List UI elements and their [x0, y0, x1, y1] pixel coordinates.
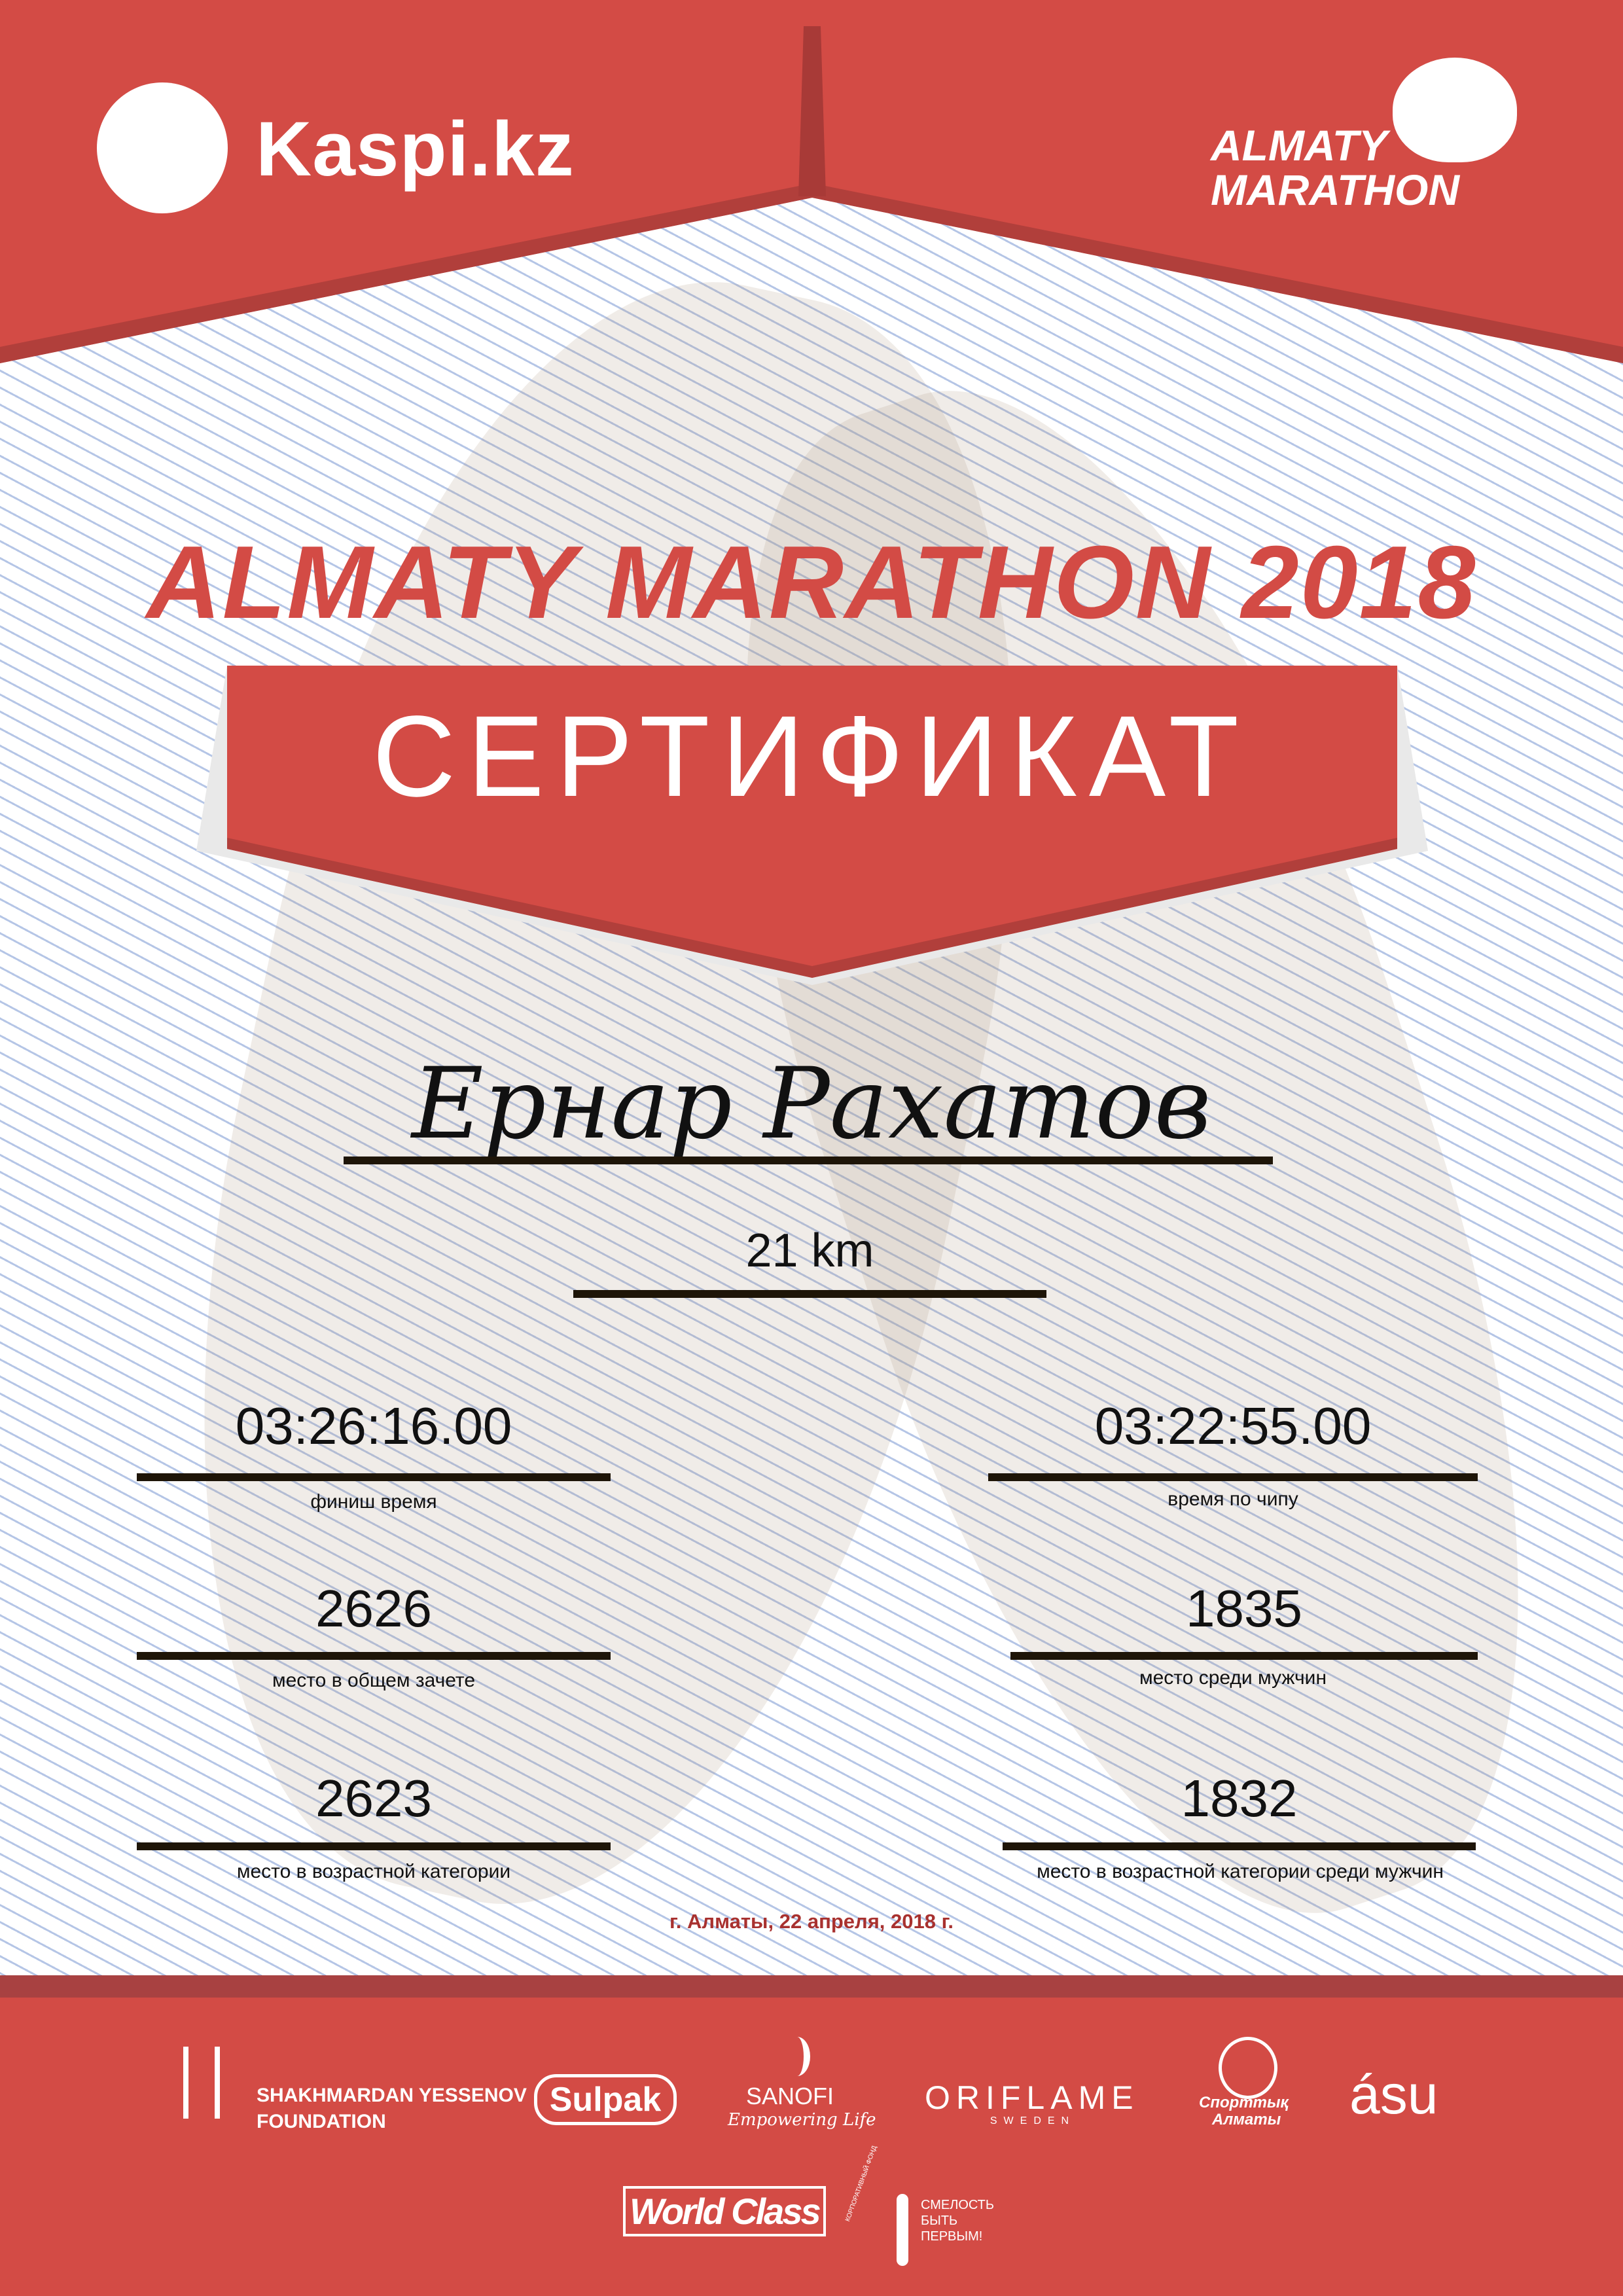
distance: 21 km — [745, 1225, 874, 1277]
chip-time-label: время по чипу — [1168, 1488, 1298, 1510]
yessenov-icon — [183, 2047, 220, 2119]
kaspi-logo: Kaspi.kz — [256, 106, 575, 192]
fund-line-2: БЫТЬ — [921, 2214, 958, 2228]
age-place-label: место в возрастной категории — [236, 1861, 511, 1882]
worldclass-logo: World Class — [623, 2186, 826, 2236]
sport-almaty-emblem-icon — [1219, 2037, 1277, 2099]
age-place-value: 2623 — [315, 1769, 432, 1827]
yessenov-line-1: SHAKHMARDAN YESSENOV — [257, 2085, 527, 2106]
logo-line-1: ALMATY — [1211, 121, 1388, 170]
issue-date: г. Алматы, 22 апреля, 2018 г. — [669, 1910, 954, 1933]
certificate-heading: СЕРТИФИКАТ — [372, 692, 1251, 821]
chip-time-underline — [988, 1473, 1478, 1481]
sport-almaty-line-1: Спорттық — [1199, 2094, 1289, 2111]
header-center-ridge — [798, 26, 826, 196]
age-men-place-underline — [1003, 1842, 1476, 1850]
age-men-place-value: 1832 — [1181, 1769, 1298, 1827]
fund-line-1: СМЕЛОСТЬ — [921, 2198, 995, 2212]
finish-time-value: 03:26:16.00 — [235, 1397, 512, 1455]
footer-band — [0, 1975, 1623, 1998]
partners-footer: SHAKHMARDAN YESSENOV FOUNDATION Sulpak S… — [0, 1998, 1623, 2296]
chip-time-value: 03:22:55.00 — [1094, 1397, 1372, 1455]
banner-ribbon — [227, 666, 1397, 978]
almaty-marathon-runner-icon — [1393, 58, 1517, 162]
age-men-place-label: место в возрастной категории среди мужчи… — [1037, 1861, 1444, 1882]
men-place-underline — [1010, 1652, 1478, 1660]
yessenov-line-2: FOUNDATION — [257, 2111, 386, 2132]
overall-place-value: 2626 — [315, 1579, 432, 1638]
overall-place-underline — [137, 1652, 611, 1660]
sport-almaty-line-2: Алматы — [1212, 2111, 1281, 2128]
distance-underline — [573, 1290, 1046, 1298]
sanofi-tagline: Empowering Life — [728, 2110, 876, 2130]
participant-name: Ернар Рахатов — [412, 1047, 1211, 1161]
finish-time-underline — [137, 1473, 611, 1481]
oriflame-logo: ORIFLAME — [925, 2079, 1139, 2116]
fund-ring-text: КОРПОРАТИВНЫЙ ФОНД — [844, 2144, 879, 2223]
fund-runner-icon — [897, 2194, 908, 2266]
fund-logo: СМЕЛОСТЬ БЫТЬ ПЕРВЫМ! — [921, 2197, 994, 2244]
sulpak-logo: Sulpak — [534, 2074, 677, 2125]
kaspi-logo-icon — [97, 82, 228, 213]
finish-time-label: финиш время — [310, 1491, 437, 1513]
sanofi-bird-icon — [784, 2037, 810, 2076]
sport-almaty-logo: Спорттық Алматы — [1199, 2094, 1289, 2128]
yessenov-logo: SHAKHMARDAN YESSENOV FOUNDATION — [257, 2083, 527, 2135]
men-place-label: место среди мужчин — [1139, 1667, 1327, 1689]
asu-logo: ásu — [1349, 2064, 1438, 2125]
oriflame-sub: SWEDEN — [990, 2115, 1076, 2126]
fund-line-3: ПЕРВЫМ! — [921, 2229, 983, 2244]
men-place-value: 1835 — [1186, 1579, 1302, 1638]
sanofi-logo: SANOFI — [746, 2083, 834, 2109]
overall-place-label: место в общем зачете — [272, 1670, 476, 1691]
age-place-underline — [137, 1842, 611, 1850]
logo-line-2: MARATHON — [1211, 166, 1460, 214]
event-title: ALMATY MARATHON 2018 — [146, 525, 1477, 640]
name-underline — [344, 1157, 1273, 1164]
almaty-marathon-logo: ALMATY MARATHON — [1211, 123, 1459, 212]
